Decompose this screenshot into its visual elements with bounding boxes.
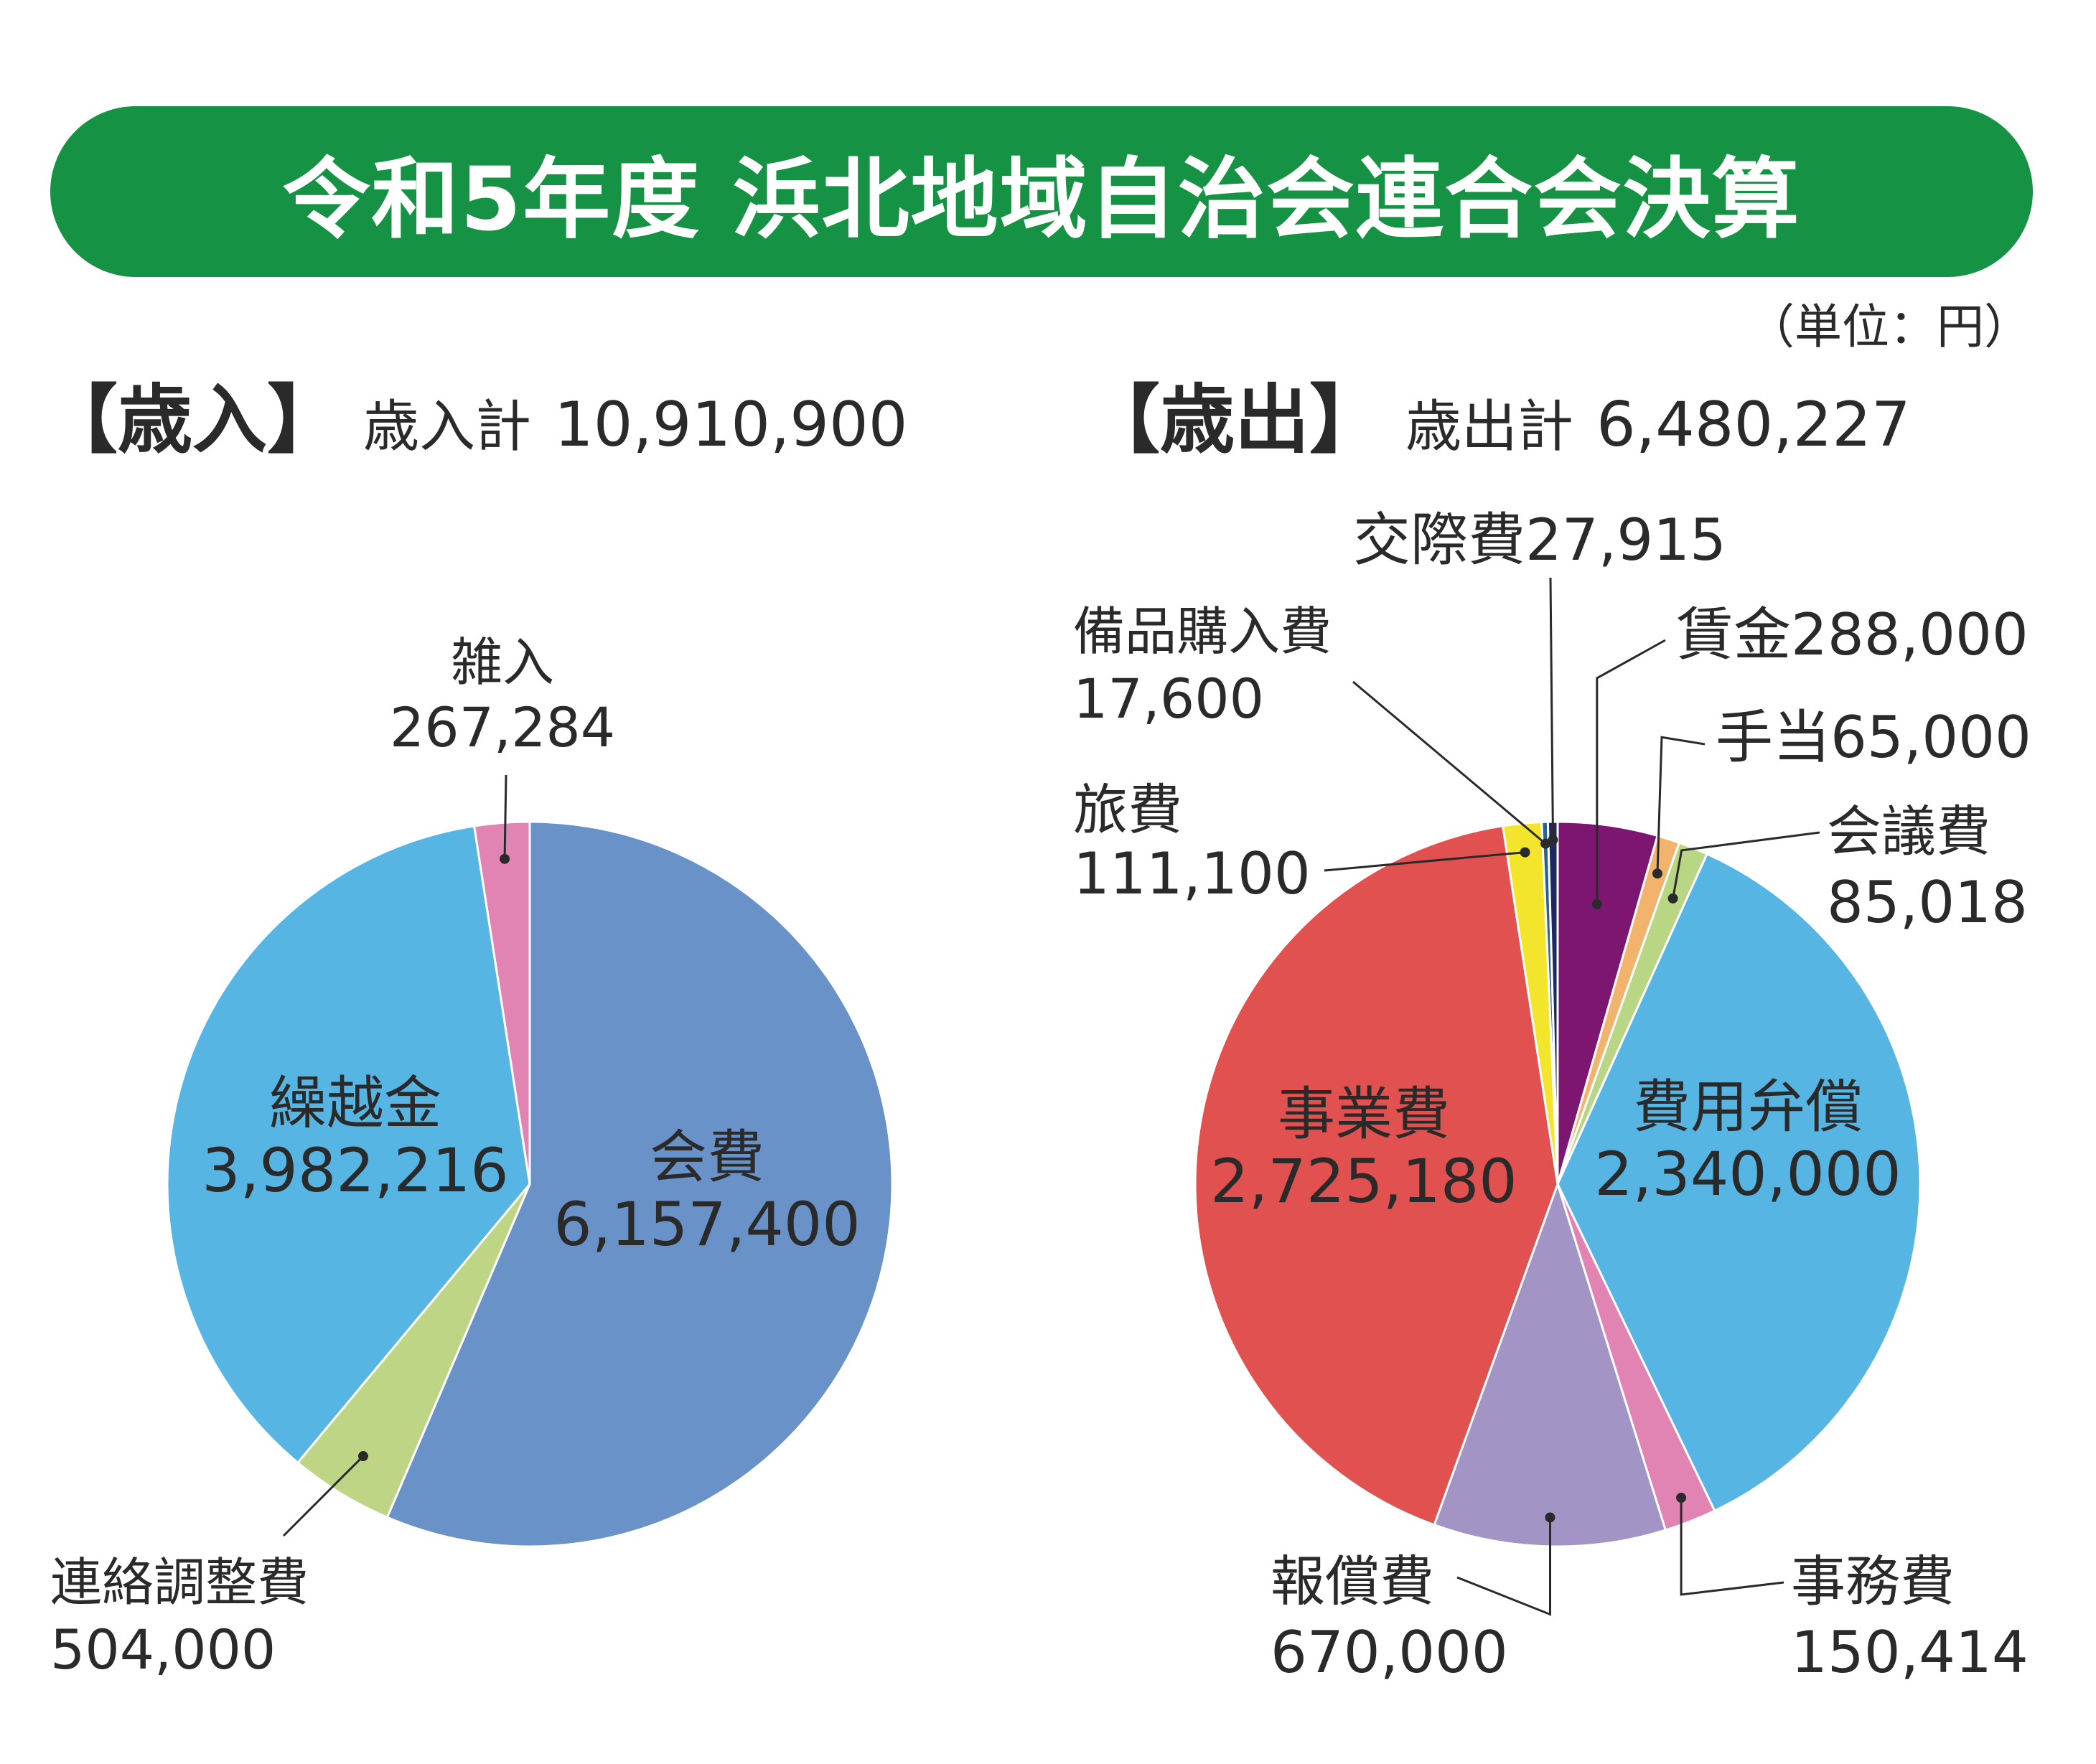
- expense-heading: 【歳出】 歳出計 6,480,227: [1085, 359, 1911, 467]
- expense-leader-line-8: [1352, 680, 1547, 845]
- expense-total-value: 6,480,227: [1596, 389, 1911, 461]
- expense-value-8: 17,600: [1073, 667, 1264, 731]
- expense-label-8: 備品購入費: [1073, 601, 1332, 662]
- expense-leader-line-2: [1672, 831, 1820, 899]
- revenue-value-1: 504,000: [50, 1618, 276, 1681]
- expense-leader-line-1: [1656, 736, 1706, 874]
- expense-leader-line-9: [1549, 577, 1555, 840]
- revenue-leader-line-3: [503, 774, 507, 859]
- expense-leader-line-5: [1456, 1517, 1551, 1616]
- revenue-value-0: 6,157,400: [553, 1189, 861, 1259]
- expense-value-5: 670,000: [1271, 1619, 1508, 1686]
- expense-label-3: 費用弁償: [1633, 1074, 1863, 1140]
- revenue-total-label: 歳入計: [363, 395, 532, 459]
- revenue-label-1: 連絡調整費: [50, 1552, 309, 1613]
- expense-label-7: 旅費: [1073, 778, 1182, 842]
- expense-slice-3: [1556, 852, 1922, 1513]
- revenue-total-value: 10,910,900: [554, 389, 908, 461]
- expense-value-4: 150,414: [1791, 1619, 2029, 1686]
- expense-label-2: 会議費: [1827, 799, 1990, 863]
- expense-leader-line-7: [1324, 851, 1525, 872]
- expense-value-6: 2,725,180: [1210, 1146, 1517, 1216]
- expense-label-0: 賃金288,000: [1676, 601, 2029, 668]
- revenue-heading: 【歳入】 歳入計 10,910,900: [43, 359, 907, 467]
- expense-section-label: 【歳出】: [1085, 376, 1385, 464]
- expense-leader-line-0: [1596, 639, 1666, 904]
- revenue-slice-2: [166, 825, 531, 1465]
- expense-value-7: 111,100: [1073, 840, 1311, 907]
- expense-label-4: 事務費: [1791, 1549, 1955, 1613]
- revenue-label-2: 繰越金: [269, 1070, 441, 1137]
- expense-value-3: 2,340,000: [1594, 1139, 1901, 1209]
- revenue-leader-line-1: [282, 1455, 365, 1537]
- revenue-value-3: 267,284: [390, 695, 615, 759]
- revenue-section-label: 【歳入】: [43, 376, 342, 464]
- revenue-value-2: 3,982,216: [202, 1135, 509, 1206]
- unit-note: （単位：円）: [1747, 299, 2031, 355]
- expense-label-6: 事業費: [1278, 1081, 1450, 1148]
- expense-slice-6: [1194, 825, 1559, 1526]
- revenue-label-0: 会費: [650, 1124, 764, 1191]
- revenue-label-3: 雑入: [451, 632, 554, 693]
- expense-total-label: 歳出計: [1405, 395, 1574, 459]
- expense-label-1: 手当65,000: [1716, 704, 2031, 771]
- expense-label-5: 報償費: [1271, 1549, 1434, 1613]
- expense-value-2: 85,018: [1827, 869, 2028, 936]
- expense-label-9: 交際費27,915: [1353, 507, 1726, 573]
- page-title: 令和5年度 浜北地域自治会連合会決算: [282, 148, 1801, 250]
- revenue-slice-3: [472, 820, 531, 1185]
- expense-leader-line-4: [1680, 1497, 1784, 1596]
- title-banner: 令和5年度 浜北地域自治会連合会決算: [50, 106, 2033, 277]
- revenue-slice-0: [385, 820, 894, 1548]
